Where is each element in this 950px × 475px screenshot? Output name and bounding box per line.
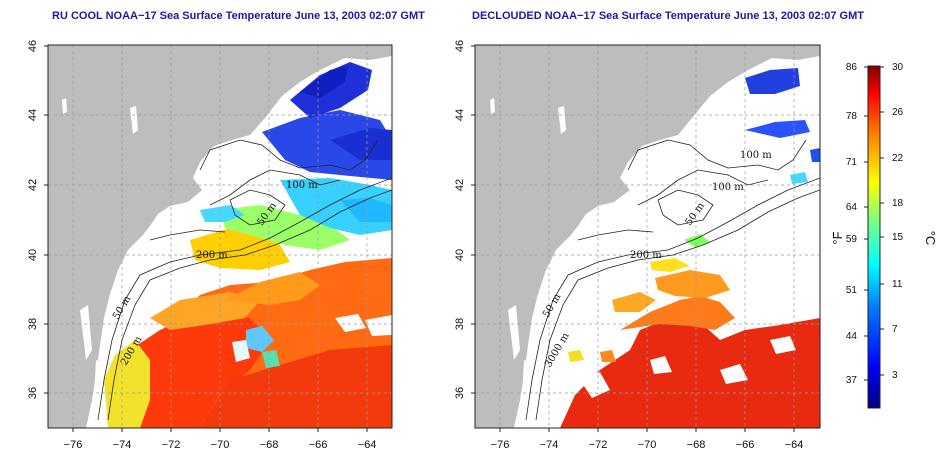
y-tick-label: 36: [27, 387, 39, 399]
colorbar-gradient: [867, 65, 881, 409]
x-tick-label: −70: [211, 439, 230, 451]
contour-label: 100 m: [286, 180, 318, 191]
celsius-unit-label: °C: [923, 231, 938, 246]
contour-label: 200 m: [196, 250, 228, 261]
x-tick-label: −74: [113, 439, 132, 451]
contour-label: 100 m: [740, 150, 772, 161]
x-tick-label: −70: [638, 439, 657, 451]
left-inland-water: [62, 98, 67, 114]
left-y-tick-labels: 46 44 42 40 38 36: [27, 40, 39, 399]
x-tick-label: −64: [358, 439, 377, 451]
x-tick-label: −66: [736, 439, 755, 451]
right-bathymetry-contours: [525, 139, 820, 421]
y-tick-label: 42: [27, 179, 39, 191]
colorbar-fahrenheit-ticks: 86 78 71 64 59 51 44 37: [846, 62, 858, 386]
fahrenheit-tick-label: 64: [846, 202, 858, 213]
left-x-tick-labels: −76 −74 −72 −70 −68 −66 −64: [64, 439, 377, 451]
y-tick-label: 46: [27, 40, 39, 52]
y-tick-label: 44: [27, 109, 39, 121]
colorbar-celsius-ticks: 30 26 22 18 15 11 7 3: [892, 62, 904, 381]
temperature-colorbar: 86 78 71 64 59 51 44 37 30 26 22 18 15 1…: [830, 62, 938, 409]
left-map-panel: 100 m 50 m 200 m 50 m 200 m −76 −74 −72 …: [27, 40, 393, 451]
y-tick-label: 40: [27, 249, 39, 261]
right-landmass: [475, 45, 820, 428]
fahrenheit-tick-label: 71: [846, 157, 858, 168]
fahrenheit-tick-label: 86: [846, 62, 858, 73]
fahrenheit-unit-label: °F: [830, 231, 845, 244]
left-panel-title: RU COOL NOAA−17 Sea Surface Temperature …: [52, 10, 425, 22]
x-tick-label: −76: [491, 439, 510, 451]
contour-label: 200 m: [630, 250, 662, 261]
fahrenheit-tick-label: 37: [846, 375, 858, 386]
x-tick-label: −66: [309, 439, 328, 451]
fahrenheit-tick-label: 44: [846, 331, 858, 342]
left-inland-water: [80, 305, 92, 360]
left-bathymetry-contours: [97, 139, 392, 421]
right-inland-water: [558, 106, 566, 134]
y-tick-label: 38: [454, 318, 466, 330]
right-panel-title: DECLOUDED NOAA−17 Sea Surface Temperatur…: [472, 10, 864, 22]
left-inland-water: [94, 360, 100, 400]
right-y-tick-labels: 46 44 42 40 38 36: [454, 40, 466, 399]
colorbar-ticks: [864, 66, 884, 381]
celsius-tick-label: 18: [892, 198, 904, 209]
x-tick-label: −68: [260, 439, 279, 451]
left-inland-water: [130, 106, 138, 134]
fahrenheit-tick-label: 59: [846, 234, 858, 245]
x-tick-label: −68: [687, 439, 706, 451]
x-tick-label: −72: [589, 439, 608, 451]
y-tick-label: 36: [454, 387, 466, 399]
celsius-tick-label: 22: [892, 153, 904, 164]
contour-label: 100 m: [712, 182, 744, 193]
celsius-tick-label: 30: [892, 62, 904, 73]
right-inland-water: [508, 305, 520, 360]
left-landmass: [48, 45, 392, 428]
right-x-tick-labels: −76 −74 −72 −70 −68 −66 −64: [491, 439, 804, 451]
x-tick-label: −64: [785, 439, 804, 451]
celsius-tick-label: 7: [892, 324, 898, 335]
fahrenheit-tick-label: 78: [846, 111, 858, 122]
x-tick-label: −74: [540, 439, 559, 451]
right-gridlines: [475, 45, 820, 428]
left-axis-ticks: [44, 45, 368, 432]
fahrenheit-tick-label: 51: [846, 285, 858, 296]
y-tick-label: 38: [27, 318, 39, 330]
right-inland-water: [522, 360, 528, 400]
celsius-tick-label: 15: [892, 232, 904, 243]
right-inland-water: [490, 98, 495, 114]
right-axis-ticks: [471, 45, 795, 432]
x-tick-label: −72: [162, 439, 181, 451]
left-sst-field: [104, 58, 392, 428]
x-tick-label: −76: [64, 439, 83, 451]
right-map-panel: 100 m 100 m 50 m 200 m 50 m 3000 m −76 −…: [454, 40, 821, 451]
y-tick-label: 42: [454, 179, 466, 191]
left-gridlines: [48, 45, 392, 428]
y-tick-label: 40: [454, 249, 466, 261]
celsius-tick-label: 26: [892, 107, 904, 118]
right-sst-field: [560, 68, 820, 428]
y-tick-label: 46: [454, 40, 466, 52]
y-tick-label: 44: [454, 109, 466, 121]
celsius-tick-label: 3: [892, 370, 898, 381]
celsius-tick-label: 11: [892, 279, 903, 290]
